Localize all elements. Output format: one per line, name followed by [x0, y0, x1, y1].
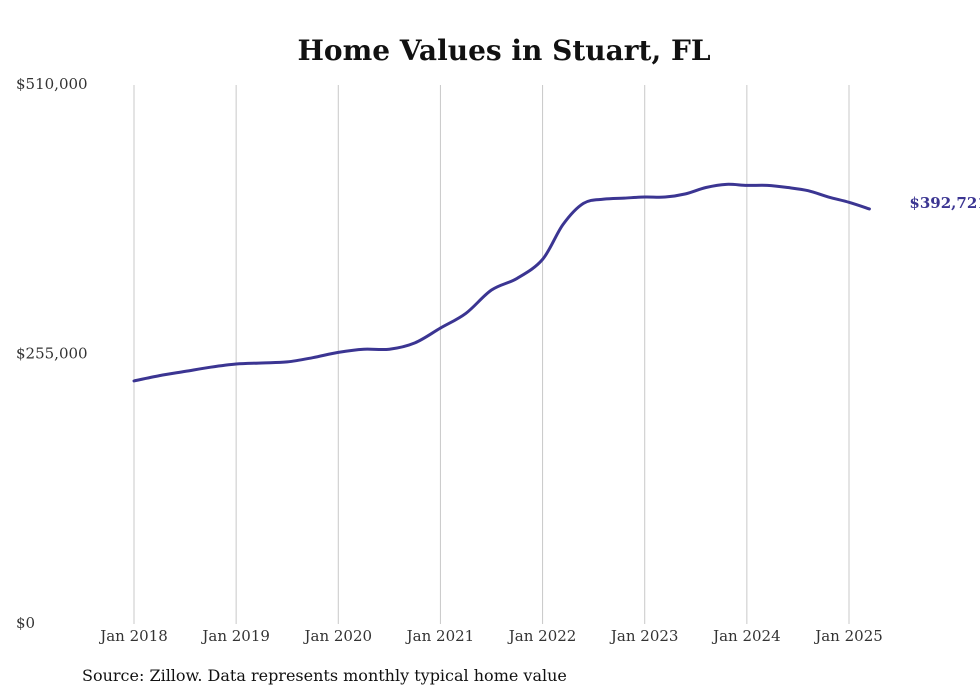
x-tick-label: Jan 2025: [813, 627, 883, 645]
x-tick-label: Jan 2024: [711, 627, 781, 645]
series-line-0: [132, 182, 871, 383]
x-tick-label: Jan 2023: [609, 627, 679, 645]
chart-title: Home Values in Stuart, FL: [297, 34, 710, 67]
end-value-label: $392,721: [909, 194, 980, 212]
x-tick-label: Jan 2021: [405, 627, 475, 645]
y-tick-label: $255,000: [16, 345, 88, 363]
series-group: $392,721: [132, 182, 980, 383]
y-tick-label: $0: [16, 614, 35, 632]
x-tick-label: Jan 2020: [303, 627, 373, 645]
x-tick-label: Jan 2019: [200, 627, 270, 645]
gridlines: [133, 85, 850, 624]
y-tick-label: $510,000: [16, 75, 88, 93]
y-axis: $0 $255,000 $510,000: [16, 75, 88, 632]
x-tick-label: Jan 2022: [507, 627, 577, 645]
source-note: Source: Zillow. Data represents monthly …: [82, 666, 567, 685]
x-axis: Jan 2018 Jan 2019 Jan 2020 Jan 2021 Jan 2022…: [98, 627, 883, 645]
x-tick-label: Jan 2018: [98, 627, 168, 645]
